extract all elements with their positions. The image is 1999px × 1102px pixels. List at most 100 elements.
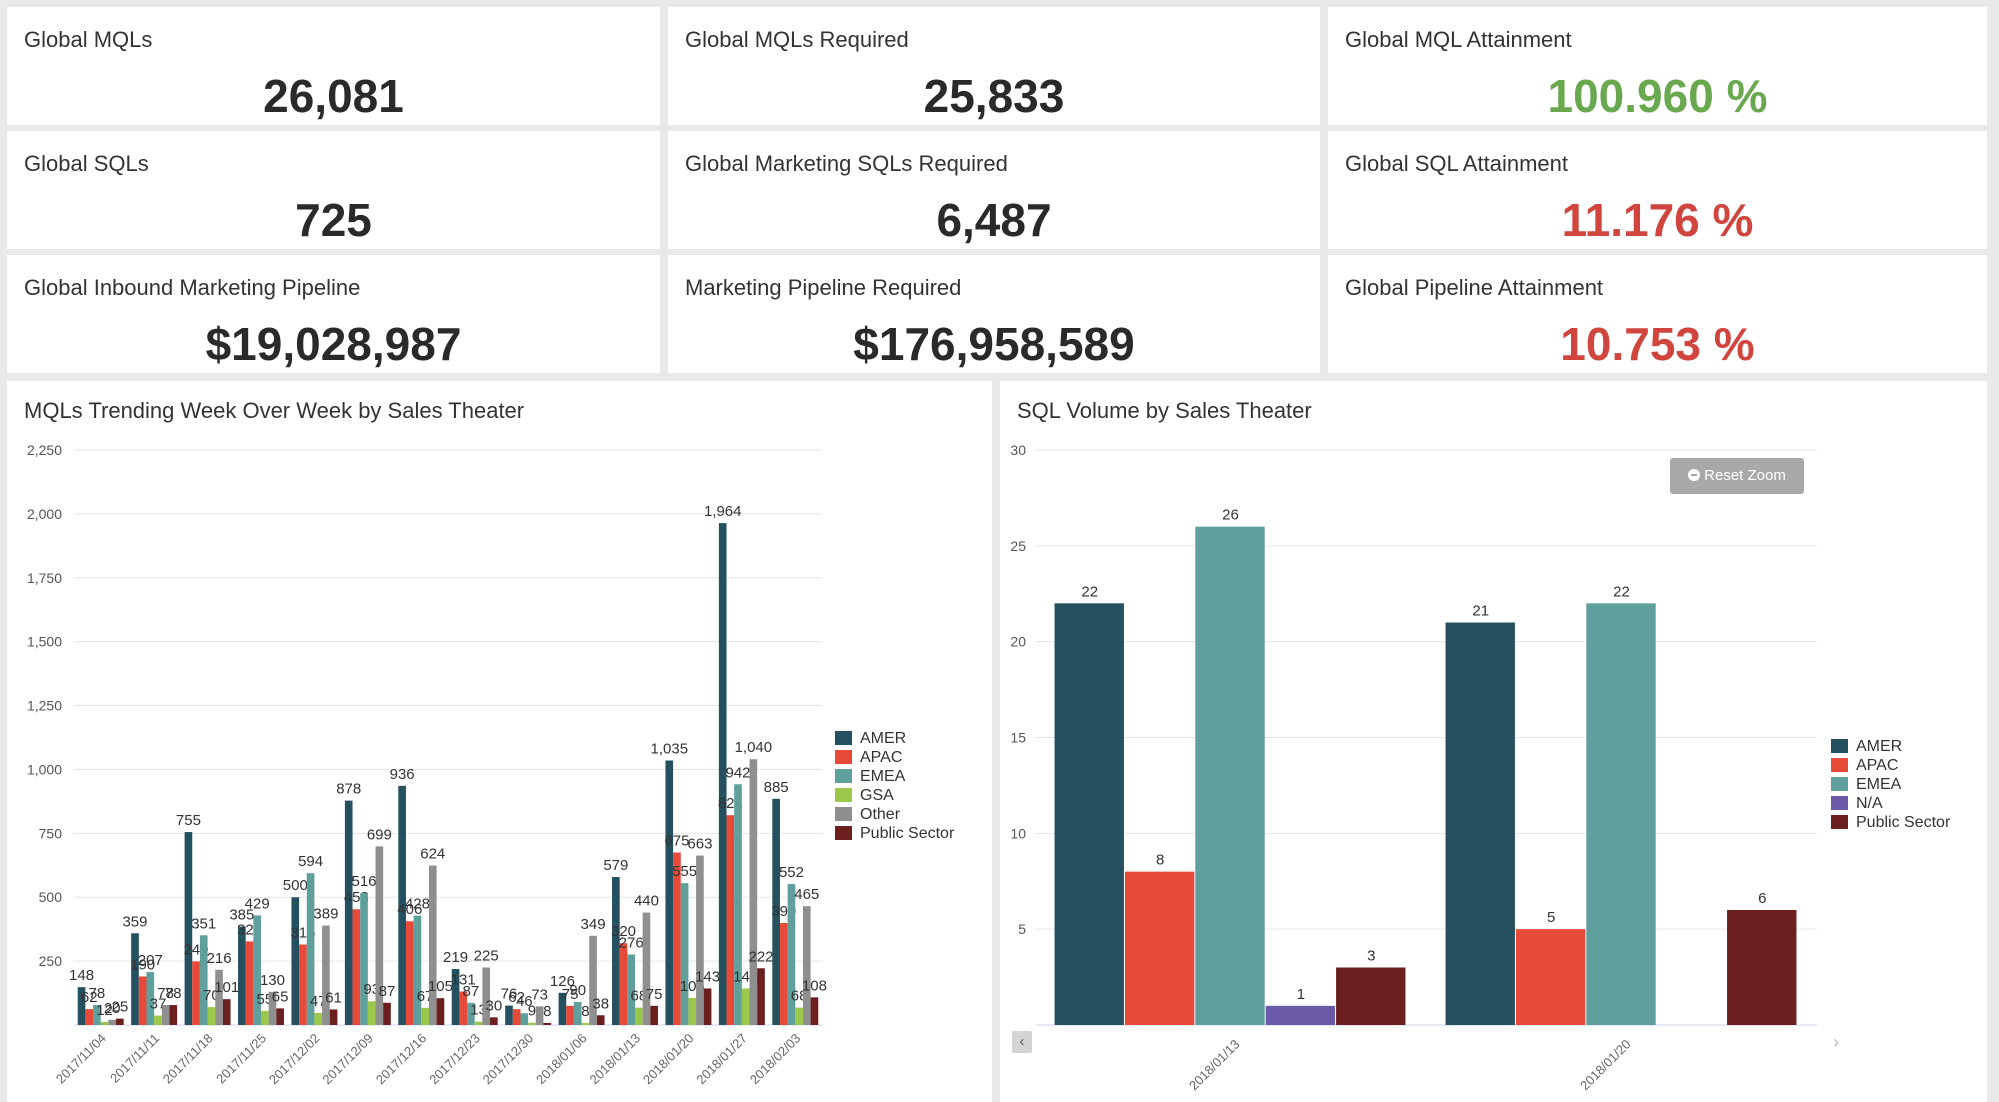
data-label: 21 [1472,603,1489,620]
x-tick-label: 2018/01/20 [640,1031,697,1088]
data-label: 320 [611,923,636,940]
scroll-right-button[interactable]: › [1833,1032,1839,1052]
legend-swatch [1831,815,1848,829]
data-label: 9 [528,1003,536,1020]
kpi-value: 6,487 [936,194,1052,246]
data-label: 406 [397,901,422,918]
kpi-value: 725 [295,194,372,246]
sql-volume-panel: SQL Volume by Sales Theater 5 10 15 20 25 30 2… [1000,381,1987,1102]
y-tick-label: 10 [1010,825,1026,841]
kpi-value: 11.176 % [1561,194,1754,246]
x-tick-label: 2018/01/13 [1186,1037,1243,1094]
data-label: 38 [592,995,609,1012]
kpi-tile-global-inbound-marketing-pipeline: Global Inbound Marketing Pipeline $19,02… [7,255,660,373]
data-label: 78 [89,985,106,1002]
data-label: 465 [794,886,819,903]
bar [688,997,697,1025]
bar [1586,603,1656,1025]
bar [1195,526,1265,1025]
kpi-tile-global-sqls: Global SQLs 725 [7,131,660,249]
data-label: 1,035 [651,741,689,758]
data-label: 225 [474,948,499,965]
bar [741,988,750,1025]
bar [635,1007,643,1025]
data-label: 936 [390,766,415,783]
bar [802,906,811,1025]
kpi-title: Global MQLs [24,27,153,52]
bar [589,935,597,1025]
x-tick-label: 2017/11/25 [213,1031,269,1087]
bar [138,976,147,1025]
y-tick-label: 30 [1010,442,1026,458]
bar [77,987,86,1025]
y-tick-label: 1,000 [27,761,62,777]
bar [543,1022,552,1025]
bar [344,800,353,1025]
bar [108,1019,117,1025]
bar [619,943,628,1025]
data-label: 389 [313,906,338,923]
bar [276,1008,284,1025]
bar [512,1009,521,1025]
bar [566,1005,574,1025]
x-tick-label: 2018/02/03 [747,1031,804,1088]
bar [154,1015,162,1025]
bar [535,1006,544,1025]
bar [451,969,460,1025]
data-label: 12 [96,1002,113,1019]
bar [413,915,422,1025]
legend-label: Public Sector [860,825,955,842]
legend-swatch [1831,796,1848,810]
reset-zoom-button[interactable]: Reset Zoom [1670,458,1804,494]
kpi-tile-global-mqls: Global MQLs 26,081 [7,7,660,125]
scroll-left-button[interactable]: ‹ [1012,1031,1032,1053]
data-label: 8 [581,1003,589,1020]
kpi-value: 25,833 [923,70,1065,122]
data-label: 130 [260,972,285,989]
x-tick-label: 2017/11/11 [107,1031,162,1086]
bar [627,954,635,1025]
x-tick-label: 2018/01/27 [693,1031,750,1088]
data-label: 207 [138,952,163,969]
bar [474,1021,483,1025]
data-label: 942 [726,764,751,781]
data-label: 65 [272,988,289,1005]
bar [238,926,246,1025]
x-tick-label: 2018/01/20 [1577,1037,1634,1094]
data-label: 131 [451,972,476,989]
sql-volume-chart[interactable]: 5 10 15 20 25 30 22 8 26 1 3 2018/01/13 21 5 22 6 2018/0… [1000,381,1987,1102]
data-label: 440 [634,893,659,910]
legend-swatch [1831,739,1848,753]
data-label: 552 [779,864,804,881]
data-label: 428 [405,896,430,913]
data-label: 30 [486,997,503,1014]
kpi-value: $19,028,987 [205,318,462,370]
kpi-tile-global-pipeline-attainment: Global Pipeline Attainment 10.753 % [1328,255,1987,373]
data-label: 78 [157,985,174,1002]
minus-circle-icon [1688,469,1701,481]
kpi-title: Marketing Pipeline Required [685,275,962,300]
legend-label: EMEA [860,768,906,785]
legend-label: APAC [860,749,902,766]
y-tick-label: 20 [1010,634,1026,650]
y-tick-label: 25 [1010,538,1026,554]
bar [329,1009,338,1025]
kpi-value: 100.960 % [1547,70,1768,122]
mql-trend-chart[interactable]: 250 500 750 1,000 1,250 1,500 1,750 2,000 2,250 1… [7,381,992,1102]
data-label: 516 [352,873,377,890]
x-tick-label: 2017/12/09 [319,1031,376,1088]
data-label: 500 [283,877,308,894]
bar [421,1007,429,1025]
bar [398,785,406,1025]
bar [787,883,796,1025]
bar [299,944,307,1025]
bar [573,1002,582,1025]
bar [192,961,200,1025]
data-label: 101 [214,979,239,996]
data-label: 76 [501,986,518,1003]
data-label: 624 [420,846,445,863]
bar [306,873,315,1025]
legend-swatch [1831,777,1848,791]
bar [367,1001,376,1025]
bar [581,1022,590,1025]
